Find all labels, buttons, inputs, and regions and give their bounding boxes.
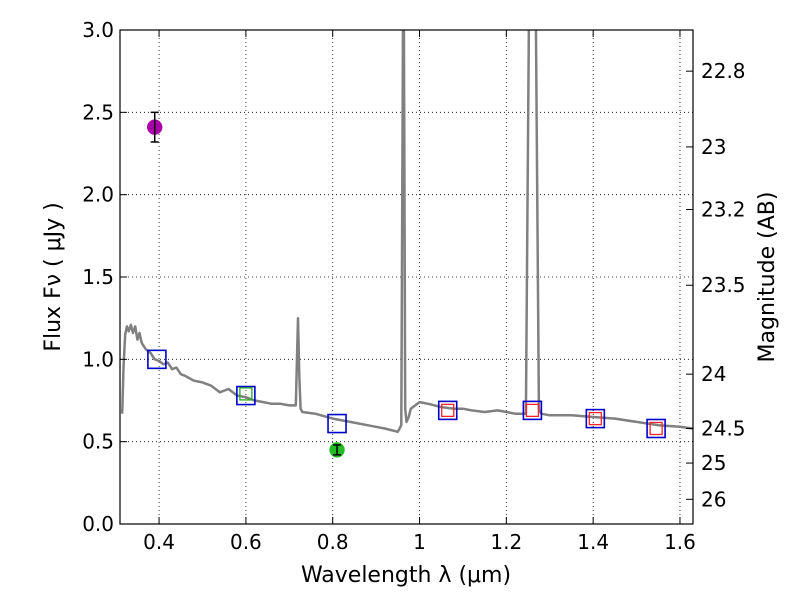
plot-background xyxy=(120,30,693,524)
x-tick-label: 1 xyxy=(413,530,426,554)
model-photometry-marker xyxy=(147,349,167,370)
model-photometry-marker xyxy=(522,400,543,421)
y2-axis-label: Magnitude (AB) xyxy=(755,192,780,363)
y-tick-label: 3.0 xyxy=(82,18,114,42)
y2-tick-label: 22.8 xyxy=(701,59,746,83)
y2-tick-label: 24 xyxy=(701,362,726,386)
model-photometry-marker xyxy=(646,418,666,439)
x-tick-label: 1.6 xyxy=(664,530,696,554)
marker-layer xyxy=(146,111,666,458)
y-axis-label: Flux Fν ( μJy ) xyxy=(41,202,66,351)
y-tick-label: 1.5 xyxy=(82,265,114,289)
x-tick-label: 0.6 xyxy=(230,530,262,554)
y-tick-label: 1.0 xyxy=(82,347,114,371)
model-photometry-marker xyxy=(585,408,606,429)
ticks: 0.4 0.6 0.8 1 1.2 1.4 1.6 0.0 0.5 1.0 1.5 2.0 2.5 3.0… xyxy=(82,18,745,554)
y2-tick-label: 25 xyxy=(701,451,726,475)
observed-photometry-marker xyxy=(525,403,540,418)
x-tick-label: 1.2 xyxy=(490,530,522,554)
observed-photometry-marker xyxy=(239,387,253,401)
y2-tick-label: 23.5 xyxy=(701,273,746,297)
y-tick-label: 0.0 xyxy=(82,512,114,536)
y2-tick-label: 24.5 xyxy=(701,416,746,440)
model-photometry-marker xyxy=(236,385,256,406)
sed-model-line xyxy=(120,30,693,434)
y2-tick-label: 26 xyxy=(701,487,726,511)
x-tick-label: 1.4 xyxy=(577,530,609,554)
series-layer xyxy=(120,30,693,434)
model-photometry-marker xyxy=(437,400,458,421)
model-photometry-marker xyxy=(327,413,347,434)
x-tick-label: 0.4 xyxy=(143,530,175,554)
observed-photometry-marker xyxy=(649,421,663,436)
x-axis-label: Wavelength λ (μm) xyxy=(301,563,511,588)
observed-photometry-marker xyxy=(588,411,602,426)
y2-tick-label: 23 xyxy=(701,135,726,159)
y-tick-label: 2.5 xyxy=(82,100,114,124)
observed-photometry-marker xyxy=(441,403,455,418)
y-tick-label: 0.5 xyxy=(82,430,114,454)
x-tick-label: 0.8 xyxy=(317,530,349,554)
y-tick-label: 2.0 xyxy=(82,183,114,207)
y2-tick-label: 23.2 xyxy=(701,197,746,221)
